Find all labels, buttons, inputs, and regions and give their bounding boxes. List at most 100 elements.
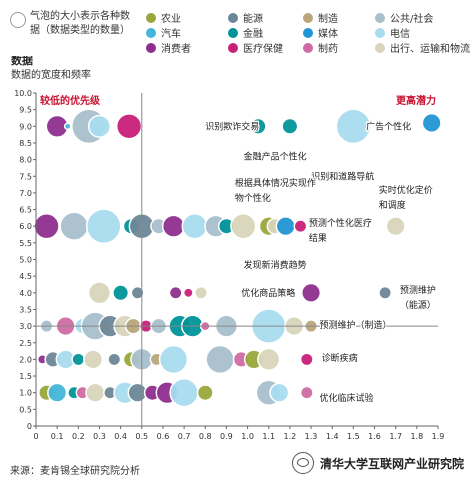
watermark: 清华大学互联网产业研究院 [291,452,464,474]
x-tick-label: 0 [33,432,38,441]
data-bubble [161,214,186,238]
annotation-label: 优化商品策略 [241,287,295,299]
annotation-label: 广告个性化 [366,121,411,133]
data-bubble [87,281,112,305]
annotation-label: 预测维护 [400,284,436,296]
x-tick-label: 1.4 [326,432,339,441]
data-bubble [194,285,208,300]
y-tick-label: 5.0 [19,256,32,265]
legend-label: 能源 [243,14,263,25]
chart-title: 数据 [11,56,33,67]
x-tick-label: 0.7 [178,432,191,441]
legend-item-auto: 汽车 [146,25,181,40]
legend-label: 出行、运输和物流 [390,44,470,55]
annotation-label: （能源） [400,299,436,311]
x-tick-label: 1.1 [262,432,275,441]
y-tick-label: 3.0 [19,322,32,331]
bubble-size-icon [10,12,26,28]
y-tick-label: 0.5 [19,405,32,414]
legend-item-consumer: 消费者 [146,40,191,55]
legend-label: 媒体 [318,29,338,40]
annotation-label: 预测维护（制造） [320,319,392,331]
y-tick-label: 3.5 [19,305,32,314]
data-bubble [281,117,299,135]
x-tick-label: 1.6 [368,432,381,441]
legend-swatch [228,42,238,53]
legend-swatch [375,12,385,23]
data-bubble [181,213,208,240]
data-bubble [269,382,290,403]
y-tick-label: 9.5 [19,106,32,115]
x-tick-label: 1.2 [284,432,297,441]
annotation-label: 实时优化定价 [379,184,433,196]
chart-subtitle: 数据的宽度和频率 [11,68,91,81]
data-bubble [85,208,122,244]
x-tick-label: 0.6 [157,432,170,441]
y-tick-label: 5.5 [19,239,32,248]
legend-swatch [146,27,156,38]
data-bubble [299,352,314,367]
y-tick-label: 6.5 [19,206,32,215]
data-bubble [275,216,296,237]
legend-label: 制造 [318,14,338,25]
legend-item-telecom: 电信 [375,25,410,40]
chart-static-layer: 数据 数据的宽度和频率 较低的优先级 更高潜力 [11,56,436,107]
legend-swatch [303,27,313,38]
data-bubble [87,114,112,138]
y-tick-label: 6.0 [19,222,32,231]
legend-item-manufacturing: 制造 [303,10,338,25]
x-tick-label: 1.7 [389,432,402,441]
legend-swatch [303,42,313,53]
bubble-size-note: 气泡的大小表示各种数据（数据类型的数量） [10,10,136,38]
axes-layer: 0 0.1 0.2 0.3 0.4 0.5 0.6 0.7 0.8 0.9 1.0 1.1 1.2 1.3… [14,89,444,441]
data-bubble [230,213,257,240]
legend-swatch [146,42,156,53]
legend-swatch [228,27,238,38]
y-tick-label: 9.0 [19,122,32,131]
y-tick-label: 8.0 [19,156,32,165]
annotation-label: 结果 [309,232,327,244]
y-tick-label: 4.5 [19,272,32,281]
data-bubble [385,216,406,237]
data-bubble [85,382,106,403]
y-tick-label: 8.5 [19,139,32,148]
annotation-label: 优化临床试验 [320,392,374,404]
data-bubble [168,285,183,300]
annotation-label: 根据具体情况实现作 [235,177,316,189]
annotation-label: 识别和道路导航 [311,171,374,183]
annotation-label: 和调度 [379,199,406,211]
legend: 气泡的大小表示各种数据（数据类型的数量） 农业 能源 制造 公共/社会 汽车 金… [0,4,470,56]
x-tick-label: 1.3 [305,432,318,441]
data-bubble [63,122,72,131]
y-tick-label: 2.5 [19,339,32,348]
legend-label: 汽车 [161,29,181,40]
legend-label: 消费者 [161,44,191,55]
legend-label: 电信 [390,29,410,40]
annotation-label: 金融产品个性化 [244,151,307,163]
y-tick-label: 1.0 [19,389,32,398]
data-bubble [71,352,86,367]
y-tick-label: 2.0 [19,355,32,364]
x-tick-label: 0.9 [220,432,233,441]
data-bubble [59,211,89,241]
x-tick-label: 0.3 [93,432,106,441]
legend-swatch [228,12,238,23]
data-bubble [182,287,194,299]
data-bubble [47,382,68,403]
data-bubble [301,282,322,303]
x-tick-label: 0.1 [51,432,64,441]
y-tick-label: 0 [27,422,32,431]
x-tick-label: 1.8 [410,432,423,441]
y-tick-label: 7.5 [19,172,32,181]
data-bubble [115,113,143,140]
x-tick-label: 0.8 [199,432,212,441]
legend-item-pharma: 制药 [303,40,338,55]
data-bubble [249,117,267,135]
source-note: 来源：麦肯锡全球研究院分析 [10,466,140,477]
data-bubble [421,112,442,134]
x-tick-label: 0.2 [72,432,85,441]
data-bubble [112,284,130,302]
y-tick-label: 4.0 [19,289,32,298]
y-tick-label: 1.5 [19,372,32,381]
